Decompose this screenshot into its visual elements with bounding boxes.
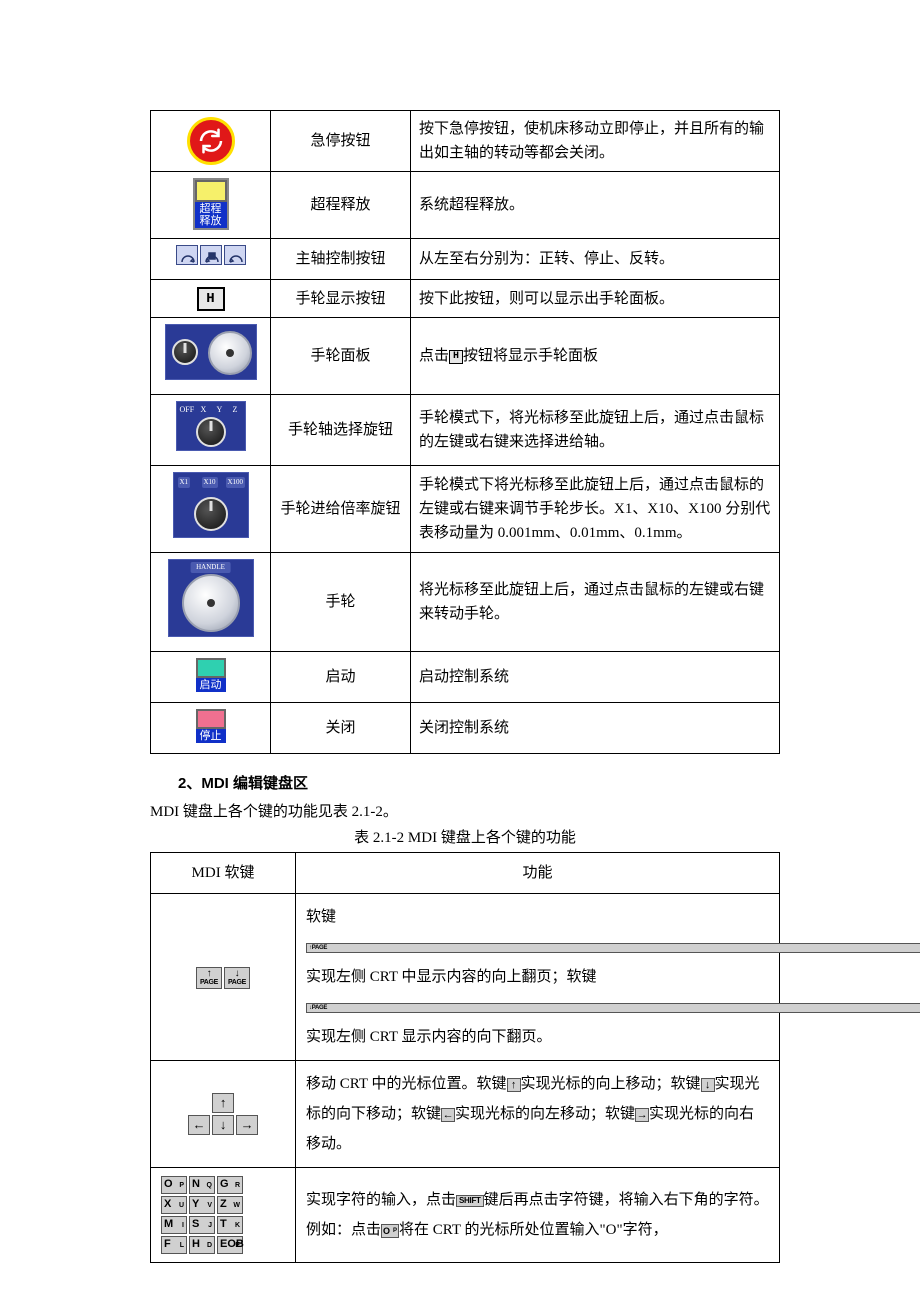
desc-text: 实现左侧 CRT 显示内容的向下翻页。 bbox=[306, 1029, 552, 1045]
handwheel-display-button-icon: H bbox=[197, 287, 225, 311]
icon-cell: 超程释放 bbox=[151, 172, 271, 239]
mdi-softkey-cell: OPNQGRXUYVZWMISJTKFLHDEOBE bbox=[151, 1168, 296, 1263]
table-row: ↑ ←↓→移动 CRT 中的光标位置。软键↑实现光标的向上移动；软键↓实现光标的… bbox=[151, 1061, 780, 1168]
icon-cell bbox=[151, 318, 271, 395]
char-key-icon: OP bbox=[381, 1224, 399, 1238]
button-description: 按下此按钮，则可以显示出手轮面板。 bbox=[411, 280, 780, 318]
button-name: 手轮进给倍率旋钮 bbox=[271, 466, 411, 553]
desc-text: 实现光标的向左移动；软键 bbox=[455, 1106, 635, 1122]
page-up-key-icon: ↑PAGE bbox=[306, 943, 920, 953]
arrow-left-key-icon: ← bbox=[441, 1108, 455, 1122]
char-keys-icon: OPNQGRXUYVZWMISJTKFLHDEOBE bbox=[161, 1176, 285, 1254]
handwheel-panel-icon bbox=[165, 324, 257, 380]
shift-key-icon: SHIFT bbox=[456, 1195, 484, 1207]
mdi-function-cell: 移动 CRT 中的光标位置。软键↑实现光标的向上移动；软键↓实现光标的向下移动；… bbox=[296, 1061, 780, 1168]
mdi-header-function: 功能 bbox=[296, 853, 780, 894]
desc-text: 软键 bbox=[306, 909, 336, 925]
table-row: HANDLE手轮将光标移至此旋钮上后，通过点击鼠标的左键或右键来转动手轮。 bbox=[151, 553, 780, 652]
button-description: 手轮模式下将光标移至此旋钮上后，通过点击鼠标的左键或右键来调节手轮步长。X1、X… bbox=[411, 466, 780, 553]
icon-cell: X1 X10 X100 bbox=[151, 466, 271, 553]
button-description: 手轮模式下，将光标移至此旋钮上后，通过点击鼠标的左键或右键来选择进给轴。 bbox=[411, 395, 780, 466]
button-description: 启动控制系统 bbox=[411, 652, 780, 703]
spindle-ccw-icon bbox=[224, 245, 246, 265]
button-description: 系统超程释放。 bbox=[411, 172, 780, 239]
icon-cell: OFF X Y Z bbox=[151, 395, 271, 466]
icon-cell bbox=[151, 111, 271, 172]
page-keys-icon: ↑PAGE↓PAGE bbox=[195, 965, 251, 990]
h-icon: H bbox=[449, 350, 463, 364]
button-description: 从左至右分别为：正转、停止、反转。 bbox=[411, 239, 780, 280]
arrow-down-key-icon: ↓ bbox=[701, 1078, 715, 1092]
button-name: 手轮显示按钮 bbox=[271, 280, 411, 318]
spindle-control-icon bbox=[175, 253, 247, 269]
desc-text: 实现字符的输入，点击 bbox=[306, 1192, 456, 1208]
table-row: ↑PAGE↓PAGE 软键↑PAGE实现左侧 CRT 中显示内容的向上翻页；软键↓… bbox=[151, 894, 780, 1061]
handwheel-rate-knob-icon: X1 X10 X100 bbox=[173, 472, 249, 538]
table-row: 停止 关闭关闭控制系统 bbox=[151, 703, 780, 754]
table-row: H 手轮显示按钮按下此按钮，则可以显示出手轮面板。 bbox=[151, 280, 780, 318]
mdi-keys-table: MDI 软键 功能 ↑PAGE↓PAGE 软键↑PAGE实现左侧 CRT 中显示内… bbox=[150, 852, 780, 1263]
button-name: 手轮 bbox=[271, 553, 411, 652]
overtravel-release-icon: 超程释放 bbox=[193, 178, 229, 230]
section-2-heading: 2、MDI 编辑键盘区 bbox=[178, 772, 780, 796]
arrow-keys-icon: ↑ ←↓→ bbox=[161, 1093, 285, 1135]
button-name: 手轮面板 bbox=[271, 318, 411, 395]
stop-button-icon: 停止 bbox=[196, 709, 226, 743]
table-2-caption: 表 2.1-2 MDI 键盘上各个键的功能 bbox=[150, 826, 780, 850]
table-row: 启动启动启动控制系统 bbox=[151, 652, 780, 703]
button-description: 关闭控制系统 bbox=[411, 703, 780, 754]
button-description: 按下急停按钮，使机床移动立即停止，并且所有的输出如主轴的转动等都会关闭。 bbox=[411, 111, 780, 172]
icon-cell: HANDLE bbox=[151, 553, 271, 652]
mdi-header-softkey: MDI 软键 bbox=[151, 853, 296, 894]
table-row: 手轮面板点击H按钮将显示手轮面板 bbox=[151, 318, 780, 395]
spindle-stop-icon bbox=[200, 245, 222, 265]
mdi-softkey-cell: ↑ ←↓→ bbox=[151, 1061, 296, 1168]
icon-cell: H bbox=[151, 280, 271, 318]
button-name: 超程释放 bbox=[271, 172, 411, 239]
button-description: 点击H按钮将显示手轮面板 bbox=[411, 318, 780, 395]
handwheel-axis-knob-icon: OFF X Y Z bbox=[176, 401, 246, 451]
estop-icon bbox=[187, 117, 235, 165]
table-row: OPNQGRXUYVZWMISJTKFLHDEOBE实现字符的输入，点击SHIF… bbox=[151, 1168, 780, 1263]
button-name: 手轮轴选择旋钮 bbox=[271, 395, 411, 466]
mdi-function-cell: 软键↑PAGE实现左侧 CRT 中显示内容的向上翻页；软键↓PAGE实现左侧 C… bbox=[296, 894, 780, 1061]
arrow-right-key-icon: → bbox=[635, 1108, 649, 1122]
page-down-key-icon: ↓PAGE bbox=[306, 1003, 920, 1013]
button-name: 关闭 bbox=[271, 703, 411, 754]
button-description: 将光标移至此旋钮上后，通过点击鼠标的左键或右键来转动手轮。 bbox=[411, 553, 780, 652]
table-row: 主轴控制按钮从左至右分别为：正转、停止、反转。 bbox=[151, 239, 780, 280]
arrow-up-key-icon: ↑ bbox=[507, 1078, 521, 1092]
table-row: 超程释放超程释放系统超程释放。 bbox=[151, 172, 780, 239]
spindle-cw-icon bbox=[176, 245, 198, 265]
table-row: X1 X10 X100 手轮进给倍率旋钮手轮模式下将光标移至此旋钮上后，通过点击… bbox=[151, 466, 780, 553]
start-button-icon: 启动 bbox=[196, 658, 226, 692]
desc-text: 实现左侧 CRT 中显示内容的向上翻页；软键 bbox=[306, 969, 597, 985]
desc-text: 将在 CRT 的光标所处位置输入"O"字符， bbox=[399, 1222, 668, 1238]
button-name: 急停按钮 bbox=[271, 111, 411, 172]
icon-cell bbox=[151, 239, 271, 280]
page: 急停按钮按下急停按钮，使机床移动立即停止，并且所有的输出如主轴的转动等都会关闭。… bbox=[0, 0, 920, 1302]
icon-cell: 停止 bbox=[151, 703, 271, 754]
button-name: 启动 bbox=[271, 652, 411, 703]
desc-text: 移动 CRT 中的光标位置。软键 bbox=[306, 1076, 507, 1092]
table-row: 急停按钮按下急停按钮，使机床移动立即停止，并且所有的输出如主轴的转动等都会关闭。 bbox=[151, 111, 780, 172]
icon-cell: 启动 bbox=[151, 652, 271, 703]
panel-buttons-table: 急停按钮按下急停按钮，使机床移动立即停止，并且所有的输出如主轴的转动等都会关闭。… bbox=[150, 110, 780, 754]
table-row: OFF X Y Z 手轮轴选择旋钮手轮模式下，将光标移至此旋钮上后，通过点击鼠标… bbox=[151, 395, 780, 466]
section-2-intro: MDI 键盘上各个键的功能见表 2.1-2。 bbox=[150, 800, 780, 824]
mdi-softkey-cell: ↑PAGE↓PAGE bbox=[151, 894, 296, 1061]
handwheel-icon: HANDLE bbox=[168, 559, 254, 637]
mdi-function-cell: 实现字符的输入，点击SHIFT键后再点击字符键，将输入右下角的字符。例如：点击O… bbox=[296, 1168, 780, 1263]
button-name: 主轴控制按钮 bbox=[271, 239, 411, 280]
desc-text: 实现光标的向上移动；软键 bbox=[521, 1076, 701, 1092]
